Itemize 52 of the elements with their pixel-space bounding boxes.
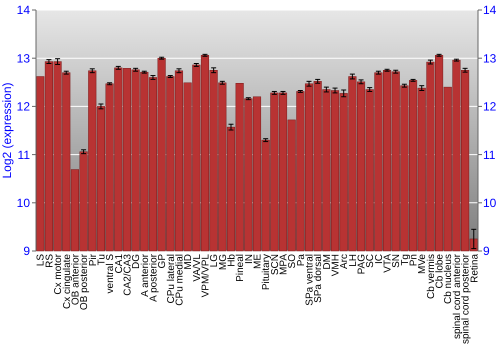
x-tick-label: Retina xyxy=(469,254,480,283)
x-tick-label: LH xyxy=(348,254,359,267)
x-tick-label: ventral S xyxy=(105,254,116,294)
y-tick-label: 12 xyxy=(16,100,30,114)
x-tick-label: SCN xyxy=(270,254,281,276)
x-tick-label: OB anterior xyxy=(70,253,82,306)
x-tick-label: Hb xyxy=(226,254,238,267)
x-tick-label: LG xyxy=(209,254,220,268)
y-tick-label: 10 xyxy=(16,196,30,210)
y-tick-label: 14 xyxy=(16,3,30,18)
x-tick-label: Arc xyxy=(339,254,350,269)
x-tick-label: Tu xyxy=(96,254,108,266)
x-tick-label: DG xyxy=(131,254,142,269)
x-tick-label: Pituitary xyxy=(261,254,272,290)
x-tick-label: DM xyxy=(322,254,333,270)
y2-tick-label: 9 xyxy=(483,244,490,258)
x-tick-label: MVe xyxy=(417,254,428,274)
x-tick-label: spinal cord posterior xyxy=(460,253,472,344)
x-tick-label: Cb vermis xyxy=(426,254,437,300)
x-tick-label: VPM/VPL xyxy=(200,254,212,298)
x-tick-label: GP xyxy=(157,254,168,268)
y2-tick-label: 14 xyxy=(483,3,497,18)
x-tick-label: Pineal xyxy=(235,254,246,282)
x-tick-label: ME xyxy=(252,254,264,269)
x-tick-label: RS xyxy=(44,254,56,268)
x-tick-label: Pir xyxy=(88,253,99,266)
x-tick-label: SC xyxy=(365,254,376,268)
y2-tick-label: 12 xyxy=(483,100,497,114)
x-tick-label: SPa dorsal xyxy=(313,254,324,303)
y2-tick-label: 13 xyxy=(483,51,497,66)
x-tick-label: IC xyxy=(374,254,385,264)
y2-tick-label: 10 xyxy=(483,196,497,210)
x-tick-label: spinal cord anterior xyxy=(452,253,463,340)
y2-tick-label: 11 xyxy=(483,148,496,162)
y-tick-label: 9 xyxy=(23,244,30,258)
x-tick-label: SO xyxy=(287,254,298,268)
x-tick-label: CA2/CA3 xyxy=(122,254,134,296)
x-tick-label: SN xyxy=(391,254,402,268)
x-tick-label: OB posterior xyxy=(79,253,90,310)
x-tick-label: A anterior xyxy=(140,253,151,297)
x-tick-label: Pa xyxy=(296,254,307,266)
x-tick-label: Tg xyxy=(400,254,411,266)
x-tick-label: IN xyxy=(244,254,255,264)
x-tick-label: Cx cingulate xyxy=(62,254,73,310)
x-tick-label: CPu medial xyxy=(174,254,186,306)
x-tick-label: Cb nucleus xyxy=(443,254,454,304)
x-tick-label: LS xyxy=(36,254,47,266)
x-tick-label: A posterior xyxy=(148,253,160,302)
y-axis-title: Log2 (expression) xyxy=(0,82,14,179)
y-tick-label: 13 xyxy=(16,51,30,66)
y-tick-label: 11 xyxy=(18,148,30,162)
x-tick-label: CA1 xyxy=(114,254,125,274)
